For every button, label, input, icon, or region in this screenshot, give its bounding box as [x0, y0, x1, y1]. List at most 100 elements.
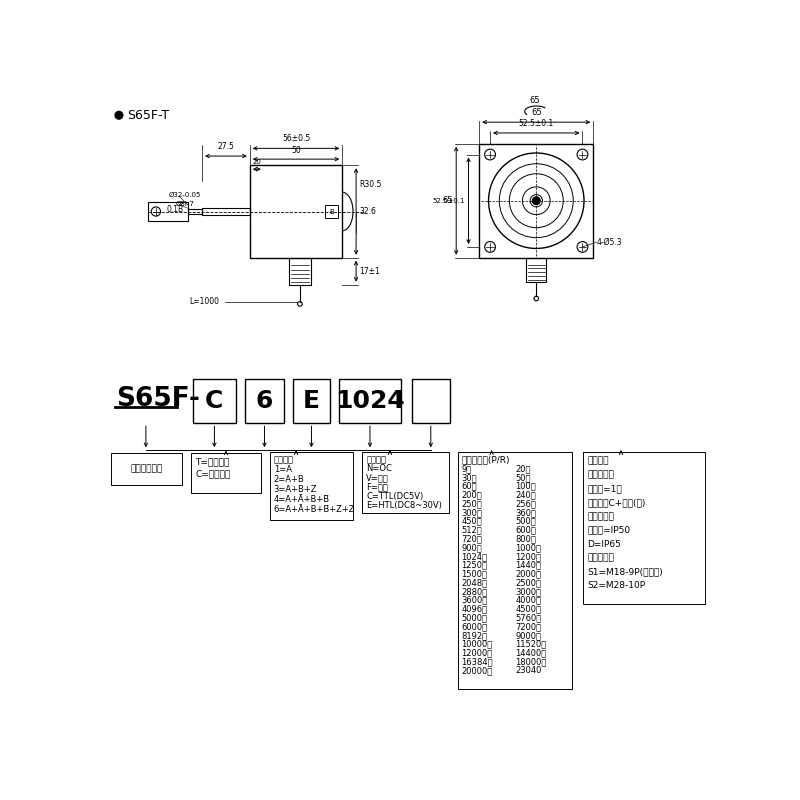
Text: E=HTL(DC8~30V): E=HTL(DC8~30V): [366, 501, 442, 510]
Text: S65F-: S65F-: [116, 386, 200, 412]
Text: 每转脉冲数(P/R): 每转脉冲数(P/R): [462, 455, 510, 464]
Text: 20000；: 20000；: [462, 666, 493, 675]
Text: 250；: 250；: [462, 499, 482, 508]
Text: 4096；: 4096；: [462, 605, 488, 614]
Bar: [202, 208, 250, 215]
Text: 2880；: 2880；: [462, 587, 488, 596]
Text: 17±1: 17±1: [359, 266, 380, 276]
Bar: [293, 378, 330, 423]
Bar: [479, 144, 594, 258]
Text: 600；: 600；: [515, 526, 536, 534]
Text: 1250；: 1250；: [462, 561, 487, 570]
Bar: [339, 378, 401, 423]
Bar: [326, 206, 338, 218]
Text: S2=M28-10P: S2=M28-10P: [587, 582, 646, 590]
Text: 60；: 60；: [462, 482, 478, 490]
Text: 系列产品型号: 系列产品型号: [130, 464, 162, 473]
Bar: [583, 452, 705, 604]
Text: 300；: 300；: [462, 508, 482, 517]
Text: 输出相位: 输出相位: [274, 455, 294, 464]
Text: 50；: 50；: [515, 473, 531, 482]
Text: 5000；: 5000；: [462, 614, 487, 622]
Bar: [193, 378, 236, 423]
Text: 3600；: 3600；: [462, 596, 488, 605]
Text: 出线长度：: 出线长度：: [587, 470, 614, 479]
Text: 360；: 360；: [515, 508, 537, 517]
Text: 4000；: 4000；: [515, 596, 542, 605]
Text: 2=A+B: 2=A+B: [274, 475, 305, 484]
Text: 720；: 720；: [462, 534, 482, 543]
Bar: [111, 453, 182, 485]
Text: 20: 20: [252, 158, 262, 165]
Text: 2000；: 2000；: [515, 570, 542, 578]
Bar: [270, 452, 353, 519]
Text: 2500；: 2500；: [515, 578, 542, 587]
Text: 9；: 9；: [462, 464, 472, 473]
Text: 无表示=IP50: 无表示=IP50: [587, 526, 630, 534]
Text: S65F-T: S65F-T: [127, 109, 170, 122]
Text: 500；: 500；: [515, 517, 536, 526]
Text: 512；: 512；: [462, 526, 482, 534]
Text: 插座选择：: 插座选择：: [587, 554, 614, 562]
Text: 1440；: 1440；: [515, 561, 542, 570]
Text: V=电压: V=电压: [366, 474, 389, 482]
Text: C=径向插座: C=径向插座: [195, 470, 230, 478]
Text: T=径向电缆: T=径向电缆: [195, 458, 230, 466]
Text: 52.5±0.1: 52.5±0.1: [518, 119, 554, 128]
Text: 65: 65: [530, 96, 540, 106]
Text: 0.1: 0.1: [166, 206, 178, 214]
Text: 14400；: 14400；: [515, 649, 546, 658]
Text: 4=A+Ā+B+B̄: 4=A+Ā+B+B̄: [274, 495, 330, 504]
Text: 18000；: 18000；: [515, 658, 547, 666]
Text: 240；: 240；: [515, 490, 536, 499]
Text: 输出类型: 输出类型: [366, 455, 386, 464]
Circle shape: [533, 197, 540, 205]
Text: 1024: 1024: [335, 389, 405, 413]
Text: S1=M18-9P(无表示): S1=M18-9P(无表示): [587, 567, 663, 576]
Text: 4-Ø5.3: 4-Ø5.3: [597, 238, 622, 247]
Text: 256；: 256；: [515, 499, 536, 508]
Text: 特殊规格: 特殊规格: [587, 457, 609, 466]
Text: 16384；: 16384；: [462, 658, 494, 666]
Text: 450；: 450；: [462, 517, 482, 526]
Text: 65: 65: [531, 108, 542, 117]
Text: 6=A+Ā+B+B̄+Z+Z̄: 6=A+Ā+B+B̄+Z+Z̄: [274, 505, 355, 514]
Text: 1024；: 1024；: [462, 552, 487, 561]
Text: 7200；: 7200；: [515, 622, 542, 631]
Text: 3=A+B+Z: 3=A+B+Z: [274, 485, 318, 494]
Text: D=IP65: D=IP65: [587, 540, 621, 549]
Text: 1200；: 1200；: [515, 552, 542, 561]
Text: 无表示=1米: 无表示=1米: [587, 484, 622, 493]
Text: E: E: [303, 389, 320, 413]
Text: C: C: [206, 389, 224, 413]
Bar: [148, 202, 188, 221]
Text: 900；: 900；: [462, 543, 482, 552]
Bar: [362, 452, 449, 514]
Circle shape: [115, 111, 122, 119]
Text: 56±0.5: 56±0.5: [282, 134, 310, 143]
Text: 800；: 800；: [515, 534, 536, 543]
Text: 12000；: 12000；: [462, 649, 493, 658]
Text: 5760；: 5760；: [515, 614, 542, 622]
Text: 11520；: 11520；: [515, 640, 546, 649]
Text: 1500；: 1500；: [462, 570, 487, 578]
Text: 20；: 20；: [515, 464, 531, 473]
Text: 2048；: 2048；: [462, 578, 488, 587]
Bar: [526, 258, 546, 282]
Bar: [289, 258, 310, 285]
Text: 27.5: 27.5: [218, 142, 234, 150]
Text: 10000；: 10000；: [462, 640, 493, 649]
Text: 200；: 200；: [462, 490, 482, 499]
Text: C=TTL(DC5V): C=TTL(DC5V): [366, 492, 423, 501]
Text: 50: 50: [291, 146, 301, 155]
Text: R30.5: R30.5: [359, 180, 382, 189]
Text: F=推挽: F=推挽: [366, 482, 388, 492]
Text: 100；: 100；: [515, 482, 536, 490]
Text: 9000；: 9000；: [515, 631, 542, 640]
Bar: [246, 378, 284, 423]
Text: 1=A: 1=A: [274, 465, 292, 474]
Text: B: B: [329, 209, 334, 214]
Text: Ø8h7: Ø8h7: [176, 201, 194, 207]
Text: 3000；: 3000；: [515, 587, 542, 596]
Bar: [458, 452, 572, 689]
